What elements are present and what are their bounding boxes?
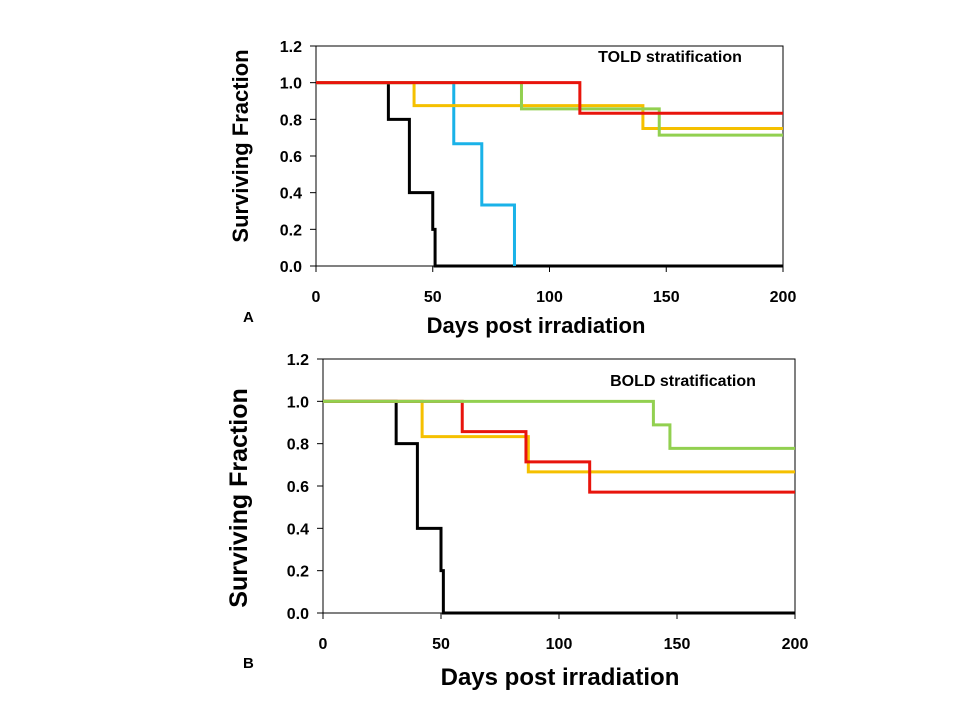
y-tick-label: 0.8 — [280, 112, 302, 129]
y-tick-label: 1.2 — [287, 352, 309, 369]
series-line-green — [323, 399, 795, 450]
x-tick-label: 150 — [664, 636, 691, 653]
x-tick-label: 200 — [782, 636, 809, 653]
series-line-yellow — [316, 81, 783, 130]
y-tick-label: 0.0 — [280, 259, 302, 276]
panel-letter: A — [243, 309, 254, 326]
series-line-red — [316, 81, 783, 115]
x-tick-label: 0 — [319, 636, 328, 653]
chart-panel-b: 0.0 0.2 0.4 0.6 0.8 1.0 1.2 0 50 100 150 200 Days po… — [225, 352, 808, 691]
y-tick-label: 0.2 — [280, 222, 302, 239]
y-tick-label: 1.0 — [287, 394, 309, 411]
y-tick-label: 0.4 — [287, 521, 309, 538]
panel-letter: B — [243, 655, 254, 672]
series-line-black — [316, 81, 783, 268]
chart-panel-a: 0.0 0.2 0.4 0.6 0.8 1.0 1.2 0 50 100 150 200 Days po… — [228, 39, 796, 338]
series-line-blue — [316, 81, 516, 266]
plot-frame — [315, 45, 784, 267]
y-tick-label: 0.4 — [280, 186, 302, 203]
y-tick-label: 0.0 — [287, 606, 309, 623]
y-tick-label: 0.2 — [287, 564, 309, 581]
y-tick-label: 0.6 — [287, 479, 309, 496]
x-axis-title: Days post irradiation — [441, 664, 680, 691]
plot-frame — [322, 358, 796, 614]
x-tick-label: 150 — [653, 289, 680, 306]
x-tick-label: 100 — [546, 636, 573, 653]
chart-title: TOLD stratification — [598, 49, 742, 66]
x-tick-label: 0 — [312, 289, 321, 306]
x-axis-title: Days post irradiation — [427, 313, 646, 338]
x-tick-label: 50 — [432, 636, 450, 653]
y-tick-label: 0.8 — [287, 437, 309, 454]
series-line-black — [323, 399, 795, 615]
y-tick-label: 0.6 — [280, 149, 302, 166]
y-tick-label: 1.2 — [280, 39, 302, 56]
x-tick-label: 100 — [536, 289, 563, 306]
y-axis-title: Surviving Fraction — [225, 388, 253, 607]
series-line-red — [323, 399, 795, 494]
y-tick-label: 1.0 — [280, 76, 302, 93]
x-tick-label: 200 — [770, 289, 797, 306]
chart-title: BOLD stratification — [610, 373, 756, 390]
y-axis-title: Surviving Fraction — [228, 49, 253, 242]
x-tick-label: 50 — [424, 289, 442, 306]
